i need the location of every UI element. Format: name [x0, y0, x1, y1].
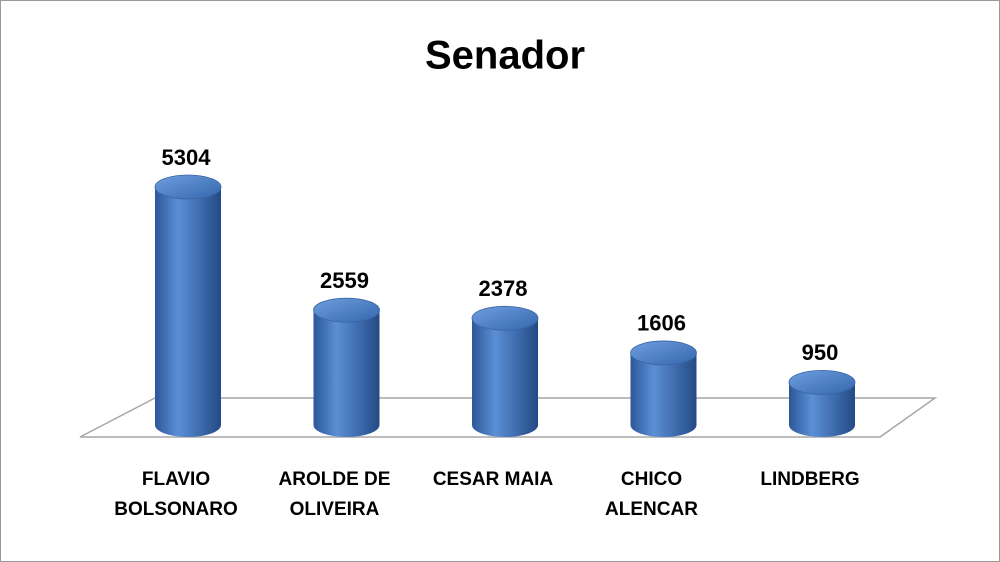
bar: [313, 310, 380, 437]
bar: [155, 187, 221, 437]
bar-top: [154, 174, 222, 200]
bar-top: [471, 305, 539, 331]
x-tick-label: FLAVIO BOLSONARO: [114, 469, 238, 520]
bar: [789, 382, 855, 437]
value-label: 1606: [637, 311, 686, 336]
bar-top: [313, 297, 380, 323]
bar-top: [630, 340, 697, 366]
value-label: 5304: [162, 145, 212, 170]
x-tick-label: LINDBERG: [760, 469, 860, 490]
x-tick-label: CESAR MAIA: [432, 469, 554, 490]
bar-top: [788, 369, 856, 395]
bar: [472, 318, 538, 437]
value-label: 950: [802, 340, 839, 365]
x-tick-label: CHICO ALENCAR: [605, 469, 698, 520]
chart-title: Senador: [425, 34, 585, 78]
value-label: 2378: [479, 276, 528, 301]
value-label: 2559: [320, 268, 369, 293]
x-tick-label: AROLDE DE OLIVEIRA: [278, 469, 391, 520]
bar: [630, 352, 697, 437]
